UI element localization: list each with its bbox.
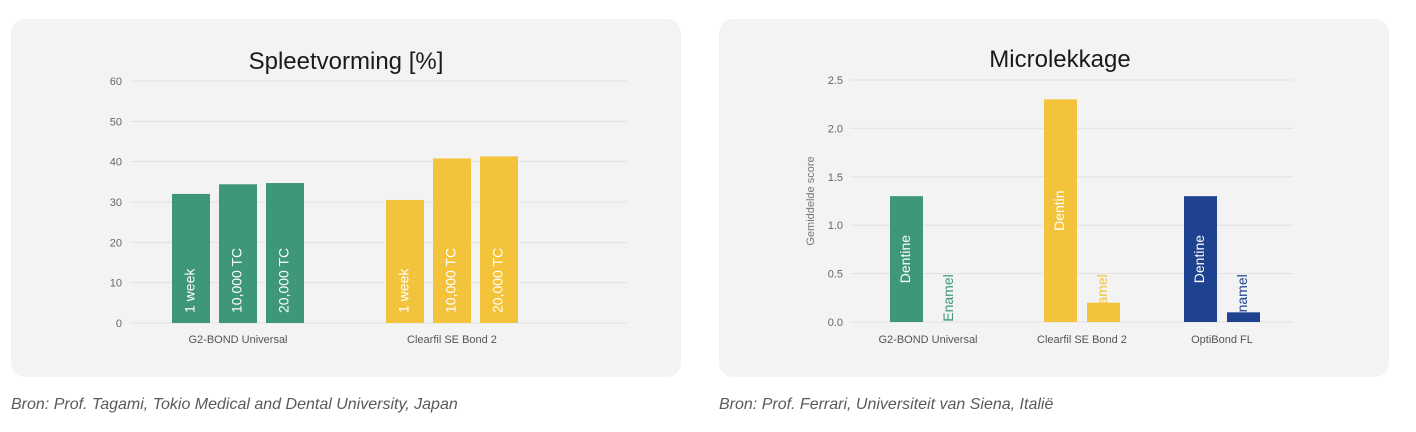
bar-label: Dentine	[897, 235, 913, 283]
y-tick-label: 60	[110, 76, 122, 88]
y-tick-label: 20	[110, 237, 122, 249]
category-label: OptiBond FL	[1191, 334, 1253, 346]
chart-panel-microlekkage: Microlekkage Gemiddelde score 0.0 0.5 1.0 1.5…	[719, 19, 1389, 377]
chart-title: Spleetvorming [%]	[249, 48, 444, 75]
category-label: Clearfil SE Bond 2	[407, 334, 497, 346]
bar-label: 10,000 TC	[229, 248, 245, 313]
bar	[1227, 312, 1260, 322]
bar	[1184, 196, 1217, 322]
bar-label: Enamel	[1094, 274, 1110, 321]
y-tick-label: 1.5	[828, 172, 843, 184]
y-tick-label: 50	[110, 116, 122, 128]
category-label: Clearfil SE Bond 2	[1037, 334, 1127, 346]
chart-title: Microlekkage	[989, 46, 1130, 73]
y-tick-label: 0.0	[828, 317, 843, 329]
bar	[1087, 302, 1120, 322]
y-tick-label: 0	[116, 318, 122, 330]
chart-panel-spleetvorming: Spleetvorming [%] 0 10 20 30 40 50 60 1 week 10,0…	[11, 19, 681, 377]
bar-label: 20,000 TC	[276, 248, 292, 313]
category-label: G2-BOND Universal	[878, 334, 977, 346]
y-tick-label: 40	[110, 157, 122, 169]
bar	[386, 199, 424, 323]
bar-label: 1 week	[396, 268, 412, 313]
bar-label: Enamel	[1234, 274, 1250, 321]
bar-label: 1 week	[182, 268, 198, 313]
bar-label: Enamel	[940, 274, 956, 321]
y-tick-label: 1.0	[828, 220, 843, 232]
spleetvorming-chart: Spleetvorming [%] 0 10 20 30 40 50 60 1 week 10,0…	[110, 48, 627, 346]
bar	[1044, 99, 1077, 322]
bar-label: Dentin	[1051, 190, 1067, 230]
category-label: G2-BOND Universal	[188, 334, 287, 346]
bar	[890, 196, 923, 322]
bar	[266, 183, 304, 323]
y-tick-label: 0.5	[828, 269, 843, 281]
y-tick-label: 10	[110, 278, 122, 290]
source-caption-left: Bron: Prof. Tagami, Tokio Medical and De…	[11, 396, 458, 413]
bar-label: 10,000 TC	[443, 248, 459, 313]
y-tick-label: 2.0	[828, 123, 843, 135]
bar	[433, 158, 471, 323]
y-axis-label: Gemiddelde score	[805, 156, 817, 245]
microlekkage-chart: Microlekkage Gemiddelde score 0.0 0.5 1.0 1.5…	[805, 46, 1293, 346]
y-tick-label: 30	[110, 197, 122, 209]
y-tick-label: 2.5	[828, 75, 843, 87]
source-caption-right: Bron: Prof. Ferrari, Universiteit van Si…	[719, 396, 1054, 413]
bar	[219, 184, 257, 323]
bar-label: Dentine	[1191, 235, 1207, 283]
bar	[172, 193, 210, 323]
bar-label: 20,000 TC	[490, 248, 506, 313]
bar	[480, 156, 518, 323]
